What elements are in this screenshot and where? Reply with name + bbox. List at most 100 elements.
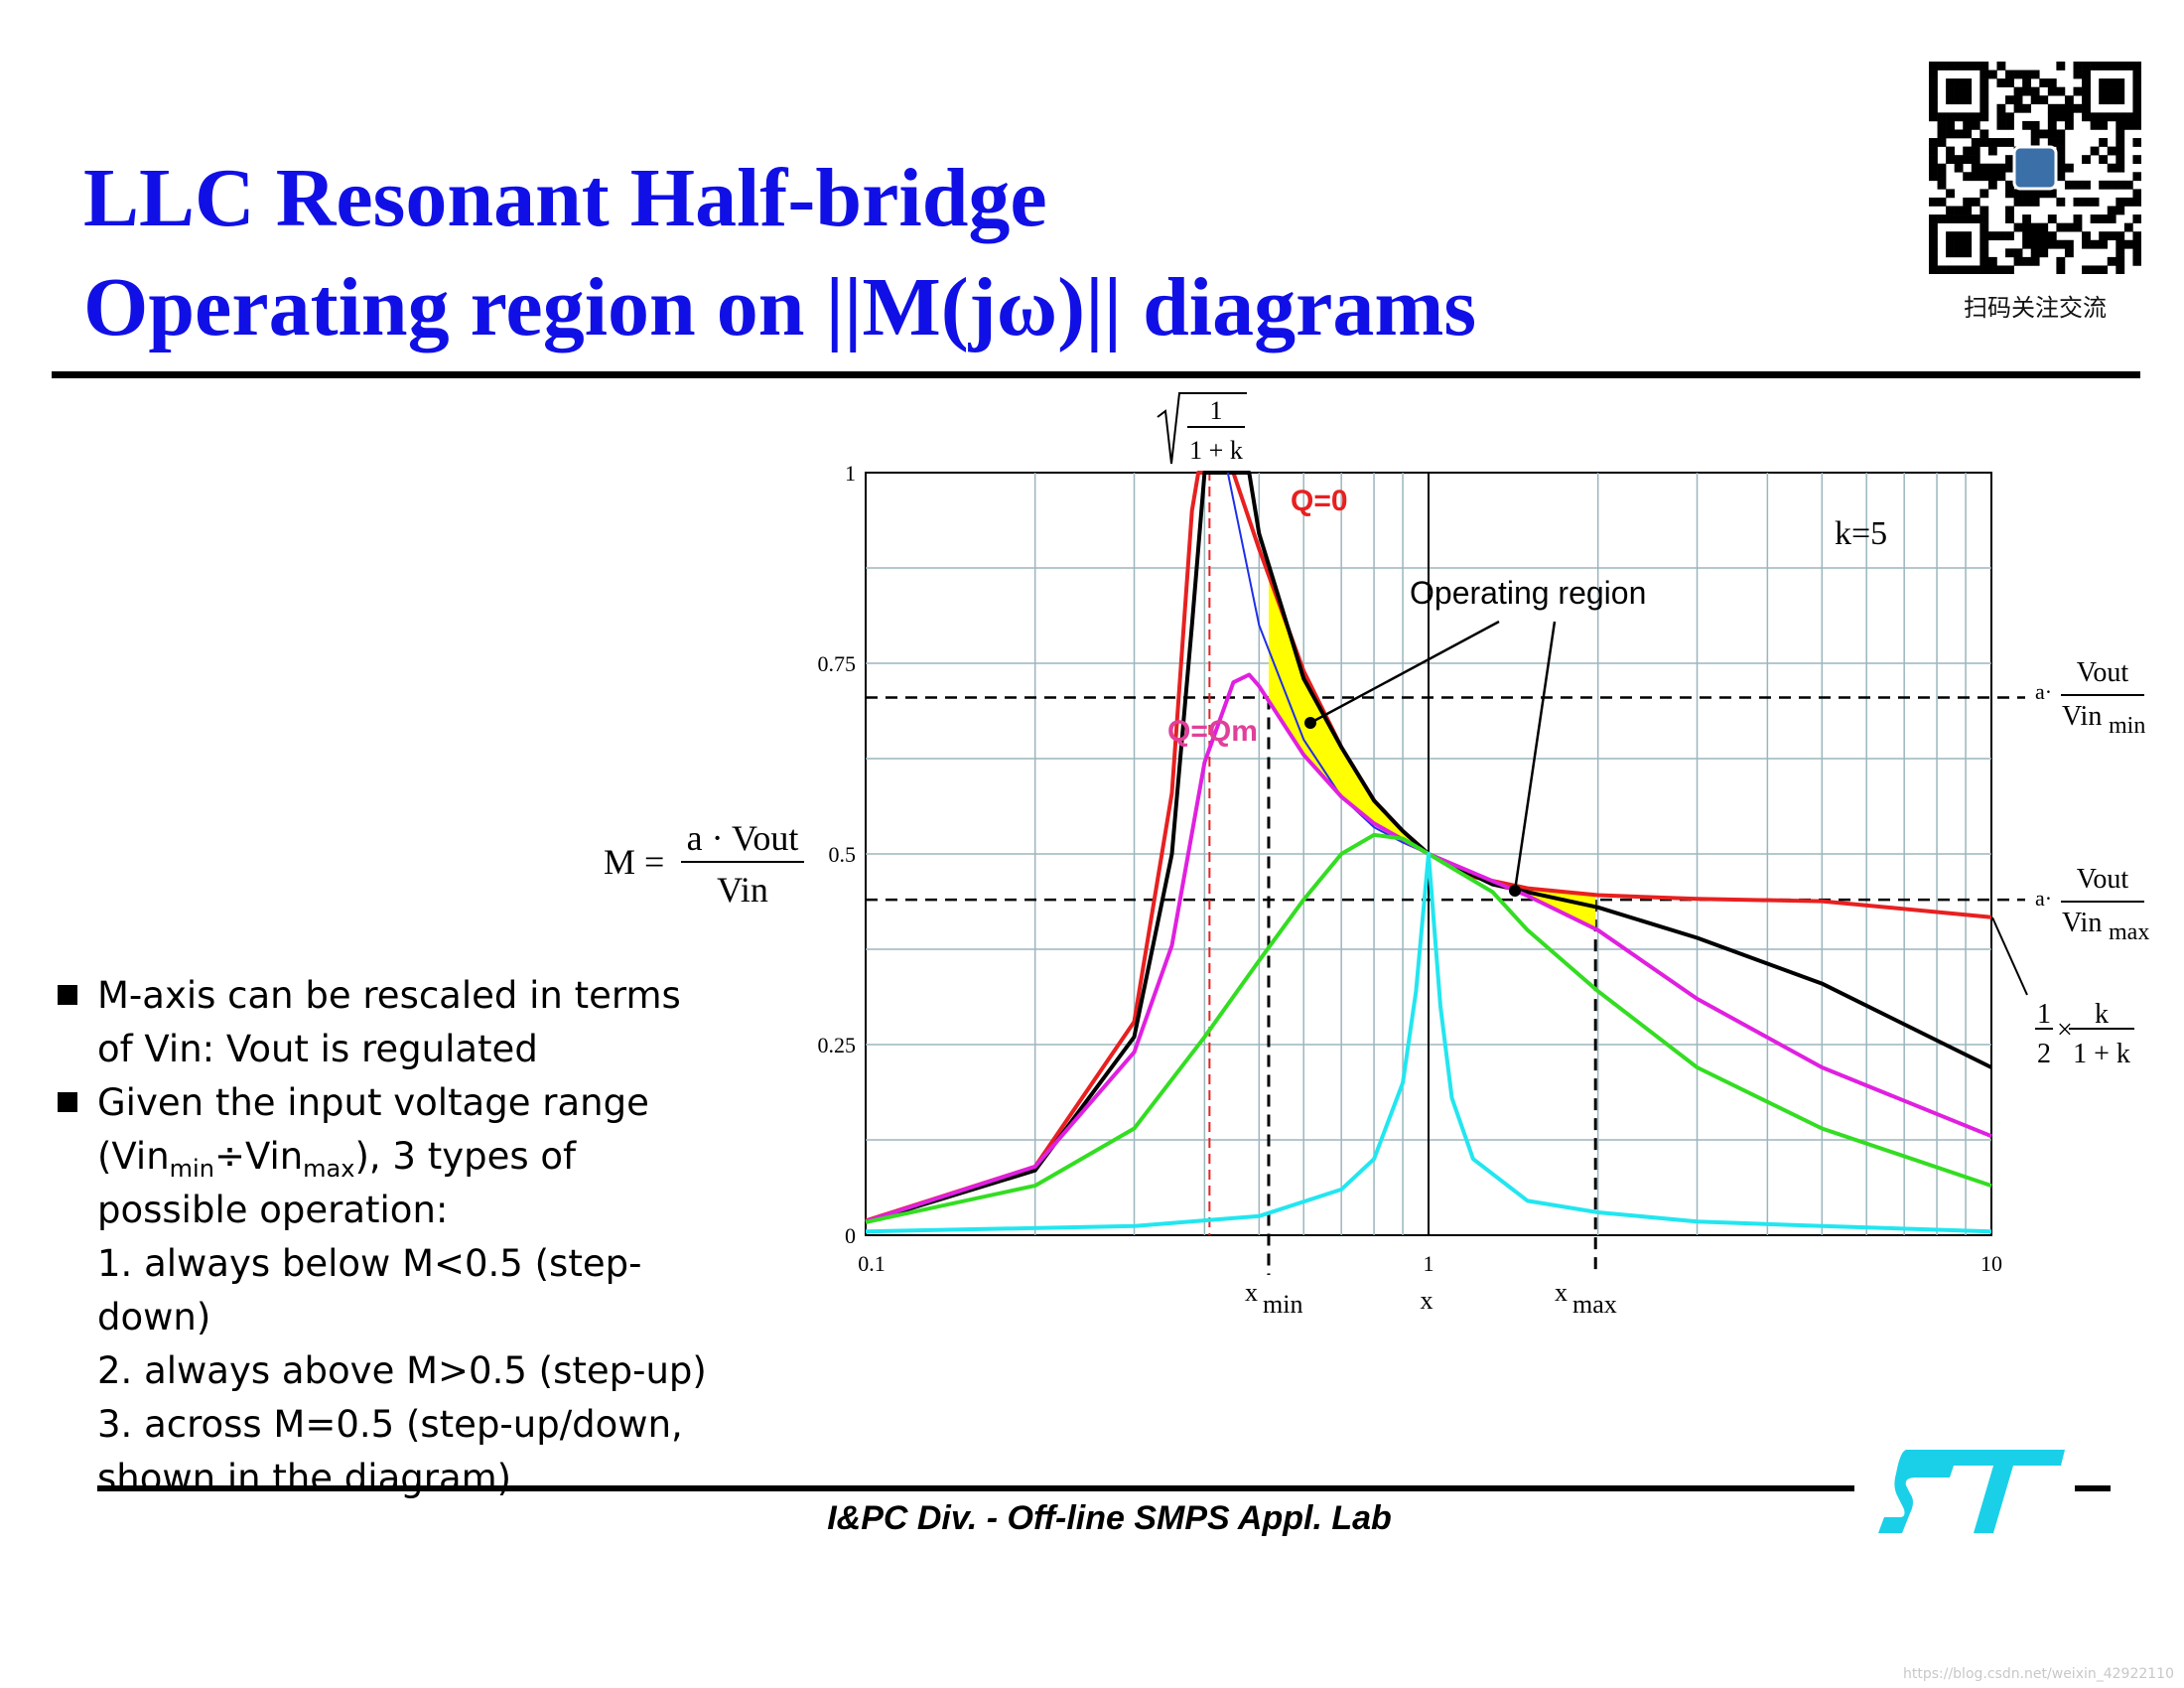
qr-module <box>1979 256 1989 266</box>
qr-module <box>2005 265 2014 274</box>
qr-module <box>2056 103 2066 113</box>
qr-module <box>2132 239 2141 249</box>
title-divider <box>52 371 2140 378</box>
qr-module <box>1937 172 1947 182</box>
qr-module <box>1979 231 1989 241</box>
qr-module <box>2082 231 2091 241</box>
qr-module <box>2099 86 2109 96</box>
qr-module <box>2022 222 2032 232</box>
qr-module <box>1946 248 1955 258</box>
series-line-4 <box>865 832 1992 1224</box>
qr-module <box>2013 189 2023 199</box>
qr-module <box>2099 180 2109 190</box>
qr-module <box>2123 180 2133 190</box>
qr-module <box>2090 239 2100 249</box>
footer-text: I&PC Div. - Off-line SMPS Appl. Lab <box>827 1499 1392 1537</box>
qr-module <box>1987 146 1997 156</box>
qr-module <box>2005 138 2014 147</box>
qr-module <box>2082 103 2091 113</box>
qr-module <box>1979 86 1989 96</box>
qr-module <box>2047 189 2057 199</box>
qr-module <box>1979 138 1989 147</box>
qr-module <box>2013 197 2023 207</box>
qr-module <box>2047 78 2057 87</box>
vin-max-numerator: Vout <box>2077 864 2129 895</box>
qr-module <box>1929 62 1938 70</box>
qr-module <box>1929 163 1938 173</box>
qr-module <box>2005 78 2014 87</box>
qr-module <box>1954 248 1964 258</box>
q0-label: Q=0 <box>1291 485 1348 517</box>
y-tick-label: 0.75 <box>818 651 857 676</box>
qr-module <box>1996 112 2006 122</box>
qr-module <box>1929 248 1938 258</box>
qr-module <box>2030 239 2040 249</box>
vin-min-label: a· Vout Vin min <box>2035 657 2145 739</box>
qr-module <box>2082 86 2091 96</box>
qr-module <box>2047 129 2057 139</box>
qr-module <box>1979 62 1989 70</box>
bullet-text: M-axis can be rescaled in terms <box>97 974 681 1017</box>
qr-module <box>2123 239 2133 249</box>
times-sign: × <box>2057 1015 2073 1046</box>
slide-title-line1: LLC Resonant Half-bridge <box>83 152 1047 244</box>
qr-module <box>2082 62 2091 70</box>
x-axis-label: x <box>1421 1286 1433 1315</box>
qr-module <box>2116 256 2125 266</box>
qr-module <box>2005 70 2014 79</box>
qr-module <box>1963 172 1973 182</box>
qr-module <box>2073 197 2083 207</box>
qr-module <box>1929 138 1938 147</box>
footer-divider <box>97 1485 1854 1491</box>
qr-module <box>2022 70 2032 79</box>
qr-module <box>2030 222 2040 232</box>
qr-module <box>1996 172 2006 182</box>
qr-module <box>1979 112 1989 122</box>
qr-module <box>2123 120 2133 130</box>
qr-module <box>1929 95 1938 105</box>
qr-module <box>2073 62 2083 70</box>
operation-type-item: shown in the diagram) <box>97 1457 512 1499</box>
qr-module <box>2005 206 2014 215</box>
qr-module <box>1929 197 1938 207</box>
qr-module <box>2047 231 2057 241</box>
bullet-item: Given the input voltage range <box>56 1076 751 1130</box>
sqrt-denominator: 1 + k <box>1189 436 1243 465</box>
qr-module <box>1963 214 1973 223</box>
qr-module <box>2090 265 2100 274</box>
qr-module <box>2039 222 2049 232</box>
vin-range-tail: ), 3 types of <box>354 1135 577 1178</box>
qr-module <box>2082 265 2091 274</box>
qr-module <box>1946 78 1955 87</box>
m-definition-numerator: a · Vout <box>687 818 799 858</box>
qr-module <box>2039 239 2049 249</box>
qr-module <box>2056 163 2066 173</box>
vin-min-denominator: Vin <box>2062 701 2102 732</box>
qr-module <box>2056 197 2066 207</box>
x-tick-label: 10 <box>1980 1251 2002 1276</box>
qr-module <box>1946 146 1955 156</box>
series-line-1 <box>865 471 1992 1224</box>
qr-module <box>2030 138 2040 147</box>
y-tick-label: 1 <box>845 461 856 486</box>
qr-module <box>1946 112 1955 122</box>
qr-module <box>1996 103 2006 113</box>
qr-module <box>2022 214 2032 223</box>
qr-module <box>2116 163 2125 173</box>
qr-module <box>2082 78 2091 87</box>
qr-module <box>1954 155 1964 165</box>
qr-module <box>2005 155 2014 165</box>
bullet-text: of Vin: Vout is regulated <box>97 1028 538 1070</box>
qr-module <box>1979 70 1989 79</box>
series-line-5 <box>865 852 1992 1234</box>
axis-tick-labels: 0 0.25 0.5 0.75 1 0.1 1 10 <box>818 461 2003 1276</box>
bullet-list: M-axis can be rescaled in terms of Vin: … <box>56 969 751 1505</box>
qr-module <box>1954 95 1964 105</box>
bullet-square-icon <box>58 1092 77 1112</box>
qr-module <box>2123 222 2133 232</box>
half-numerator: 1 <box>2037 999 2051 1030</box>
qr-module <box>2082 95 2091 105</box>
qr-module <box>2082 70 2091 79</box>
qr-module <box>2082 112 2091 122</box>
qr-module <box>1963 231 1973 241</box>
